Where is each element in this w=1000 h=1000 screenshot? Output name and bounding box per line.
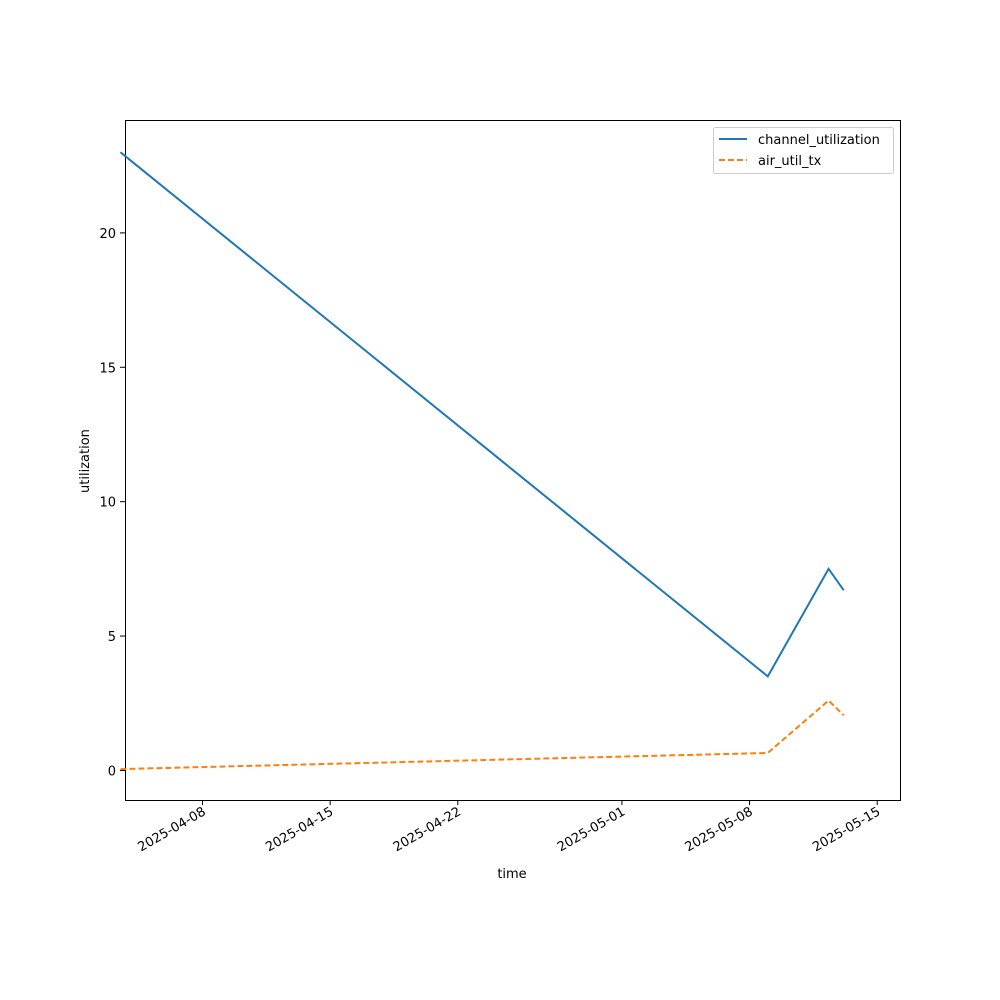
legend-label-channel-utilization: channel_utilization bbox=[758, 133, 880, 148]
y-tick-label: 0 bbox=[108, 764, 116, 779]
series-line-air-util-tx bbox=[120, 699, 845, 771]
x-tick-label: 2025-05-01 bbox=[555, 804, 628, 855]
y-tick-label: 15 bbox=[99, 361, 116, 376]
legend-box bbox=[713, 127, 894, 174]
y-tick-label: 5 bbox=[108, 630, 116, 645]
x-axis-ticks: 2025-04-08 2025-04-15 2025-04-22 2025-05-01… bbox=[136, 800, 883, 855]
series-lines bbox=[119, 151, 845, 771]
plot-area bbox=[125, 120, 901, 801]
x-axis-label: time bbox=[497, 867, 526, 882]
x-tick-label: 2025-04-15 bbox=[263, 804, 336, 855]
y-axis-ticks: 0 5 10 15 20 bbox=[99, 227, 125, 779]
x-tick-label: 2025-04-08 bbox=[136, 804, 209, 855]
x-tick-label: 2025-05-15 bbox=[810, 804, 883, 855]
legend: channel_utilization air_util_tx bbox=[713, 127, 894, 174]
y-axis-label: utilization bbox=[78, 429, 93, 493]
legend-label-air-util-tx: air_util_tx bbox=[758, 154, 822, 169]
y-tick-label: 20 bbox=[99, 227, 116, 242]
x-tick-label: 2025-04-22 bbox=[391, 804, 464, 855]
y-tick-label: 10 bbox=[99, 496, 116, 511]
x-tick-label: 2025-05-08 bbox=[683, 804, 756, 855]
series-line-channel-utilization bbox=[119, 151, 845, 678]
